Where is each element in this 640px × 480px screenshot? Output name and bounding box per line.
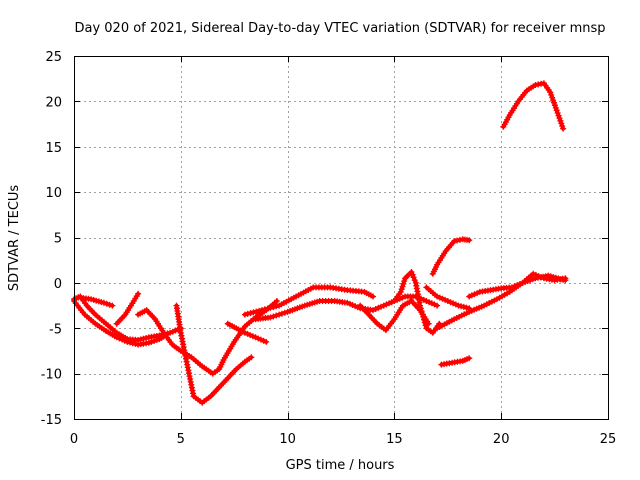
series-arc-6: [173, 302, 255, 406]
y-tick-label: -15: [41, 413, 62, 428]
chart-title: Day 020 of 2021, Sidereal Day-to-day VTE…: [74, 21, 605, 36]
y-tick-label: 20: [45, 95, 62, 110]
x-tick-label: 25: [600, 432, 617, 447]
x-tick-label: 15: [386, 432, 403, 447]
series-markers: [113, 290, 142, 327]
y-tick-label: -5: [49, 322, 62, 337]
series-markers: [429, 236, 473, 277]
series-markers: [241, 284, 376, 318]
x-axis-label: GPS time / hours: [286, 458, 395, 473]
axis-ticks: 0 5 10 15 20 25 -15 -10 -5 0 5 10 15 20 25: [41, 50, 617, 447]
series-arc-11: [391, 269, 443, 336]
series-arc-14: [438, 355, 473, 368]
series-arc-8: [241, 284, 376, 318]
series-markers: [466, 270, 569, 300]
grid: [74, 56, 608, 419]
series-arc-12: [423, 284, 473, 312]
series-arc-16: [466, 270, 569, 300]
series-arc-4: [113, 290, 142, 327]
series-arc-13: [429, 236, 473, 277]
y-tick-label: 15: [45, 141, 62, 156]
x-tick-label: 10: [279, 432, 296, 447]
x-tick-label: 5: [177, 432, 185, 447]
y-tick-label: 5: [54, 232, 62, 247]
series-markers: [391, 269, 443, 336]
x-tick-label: 20: [493, 432, 510, 447]
series-markers: [500, 80, 567, 132]
series-markers: [224, 320, 270, 345]
series-arc-9: [252, 293, 441, 323]
series-markers: [423, 284, 473, 312]
y-tick-label: -10: [41, 368, 62, 383]
series-arc-17: [500, 80, 567, 132]
series-arc-3: [75, 294, 116, 309]
series-markers: [438, 355, 473, 368]
series-markers: [75, 294, 116, 309]
y-axis-label: SDTVAR / TECUs: [7, 185, 22, 292]
y-tick-label: 10: [45, 186, 62, 201]
series-arc-7: [224, 320, 270, 345]
x-tick-label: 0: [70, 432, 78, 447]
series-markers: [173, 302, 255, 406]
y-tick-label: 0: [54, 277, 62, 292]
plot-series: [71, 80, 569, 406]
y-tick-label: 25: [45, 50, 62, 65]
